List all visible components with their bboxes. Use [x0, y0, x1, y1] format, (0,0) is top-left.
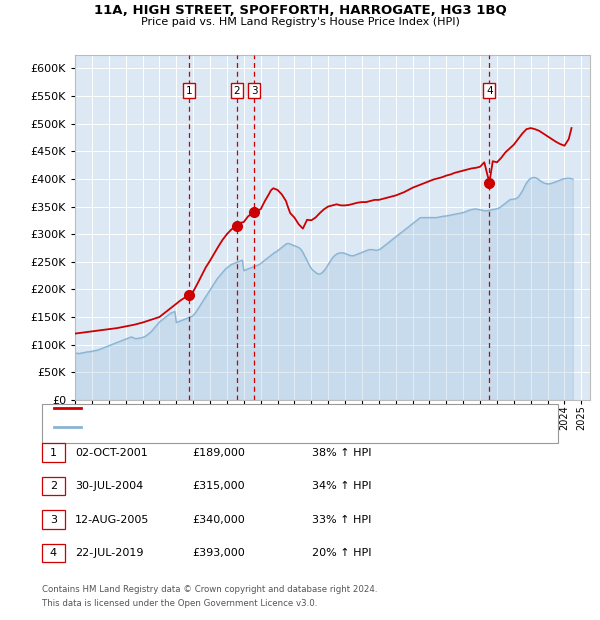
- Text: 20% ↑ HPI: 20% ↑ HPI: [312, 548, 371, 558]
- Text: 3: 3: [251, 86, 257, 96]
- Text: 33% ↑ HPI: 33% ↑ HPI: [312, 515, 371, 525]
- Text: £340,000: £340,000: [192, 515, 245, 525]
- Text: Price paid vs. HM Land Registry's House Price Index (HPI): Price paid vs. HM Land Registry's House …: [140, 17, 460, 27]
- Text: 4: 4: [50, 548, 57, 558]
- Text: This data is licensed under the Open Government Licence v3.0.: This data is licensed under the Open Gov…: [42, 598, 317, 608]
- Text: 2: 2: [50, 481, 57, 491]
- Text: 1: 1: [50, 448, 57, 458]
- Text: £315,000: £315,000: [192, 481, 245, 491]
- Text: Contains HM Land Registry data © Crown copyright and database right 2024.: Contains HM Land Registry data © Crown c…: [42, 585, 377, 594]
- Text: 38% ↑ HPI: 38% ↑ HPI: [312, 448, 371, 458]
- Text: 34% ↑ HPI: 34% ↑ HPI: [312, 481, 371, 491]
- Text: 02-OCT-2001: 02-OCT-2001: [75, 448, 148, 458]
- Text: £393,000: £393,000: [192, 548, 245, 558]
- Text: HPI: Average price, detached house, North Yorkshire: HPI: Average price, detached house, Nort…: [87, 422, 343, 432]
- Text: 1: 1: [185, 86, 192, 96]
- Text: 4: 4: [486, 86, 493, 96]
- Text: 30-JUL-2004: 30-JUL-2004: [75, 481, 143, 491]
- Text: 3: 3: [50, 515, 57, 525]
- Text: £189,000: £189,000: [192, 448, 245, 458]
- Text: 12-AUG-2005: 12-AUG-2005: [75, 515, 149, 525]
- Text: 11A, HIGH STREET, SPOFFORTH, HARROGATE, HG3 1BQ (detached house): 11A, HIGH STREET, SPOFFORTH, HARROGATE, …: [87, 403, 449, 414]
- Text: 22-JUL-2019: 22-JUL-2019: [75, 548, 143, 558]
- Text: 11A, HIGH STREET, SPOFFORTH, HARROGATE, HG3 1BQ: 11A, HIGH STREET, SPOFFORTH, HARROGATE, …: [94, 4, 506, 17]
- Text: 2: 2: [233, 86, 240, 96]
